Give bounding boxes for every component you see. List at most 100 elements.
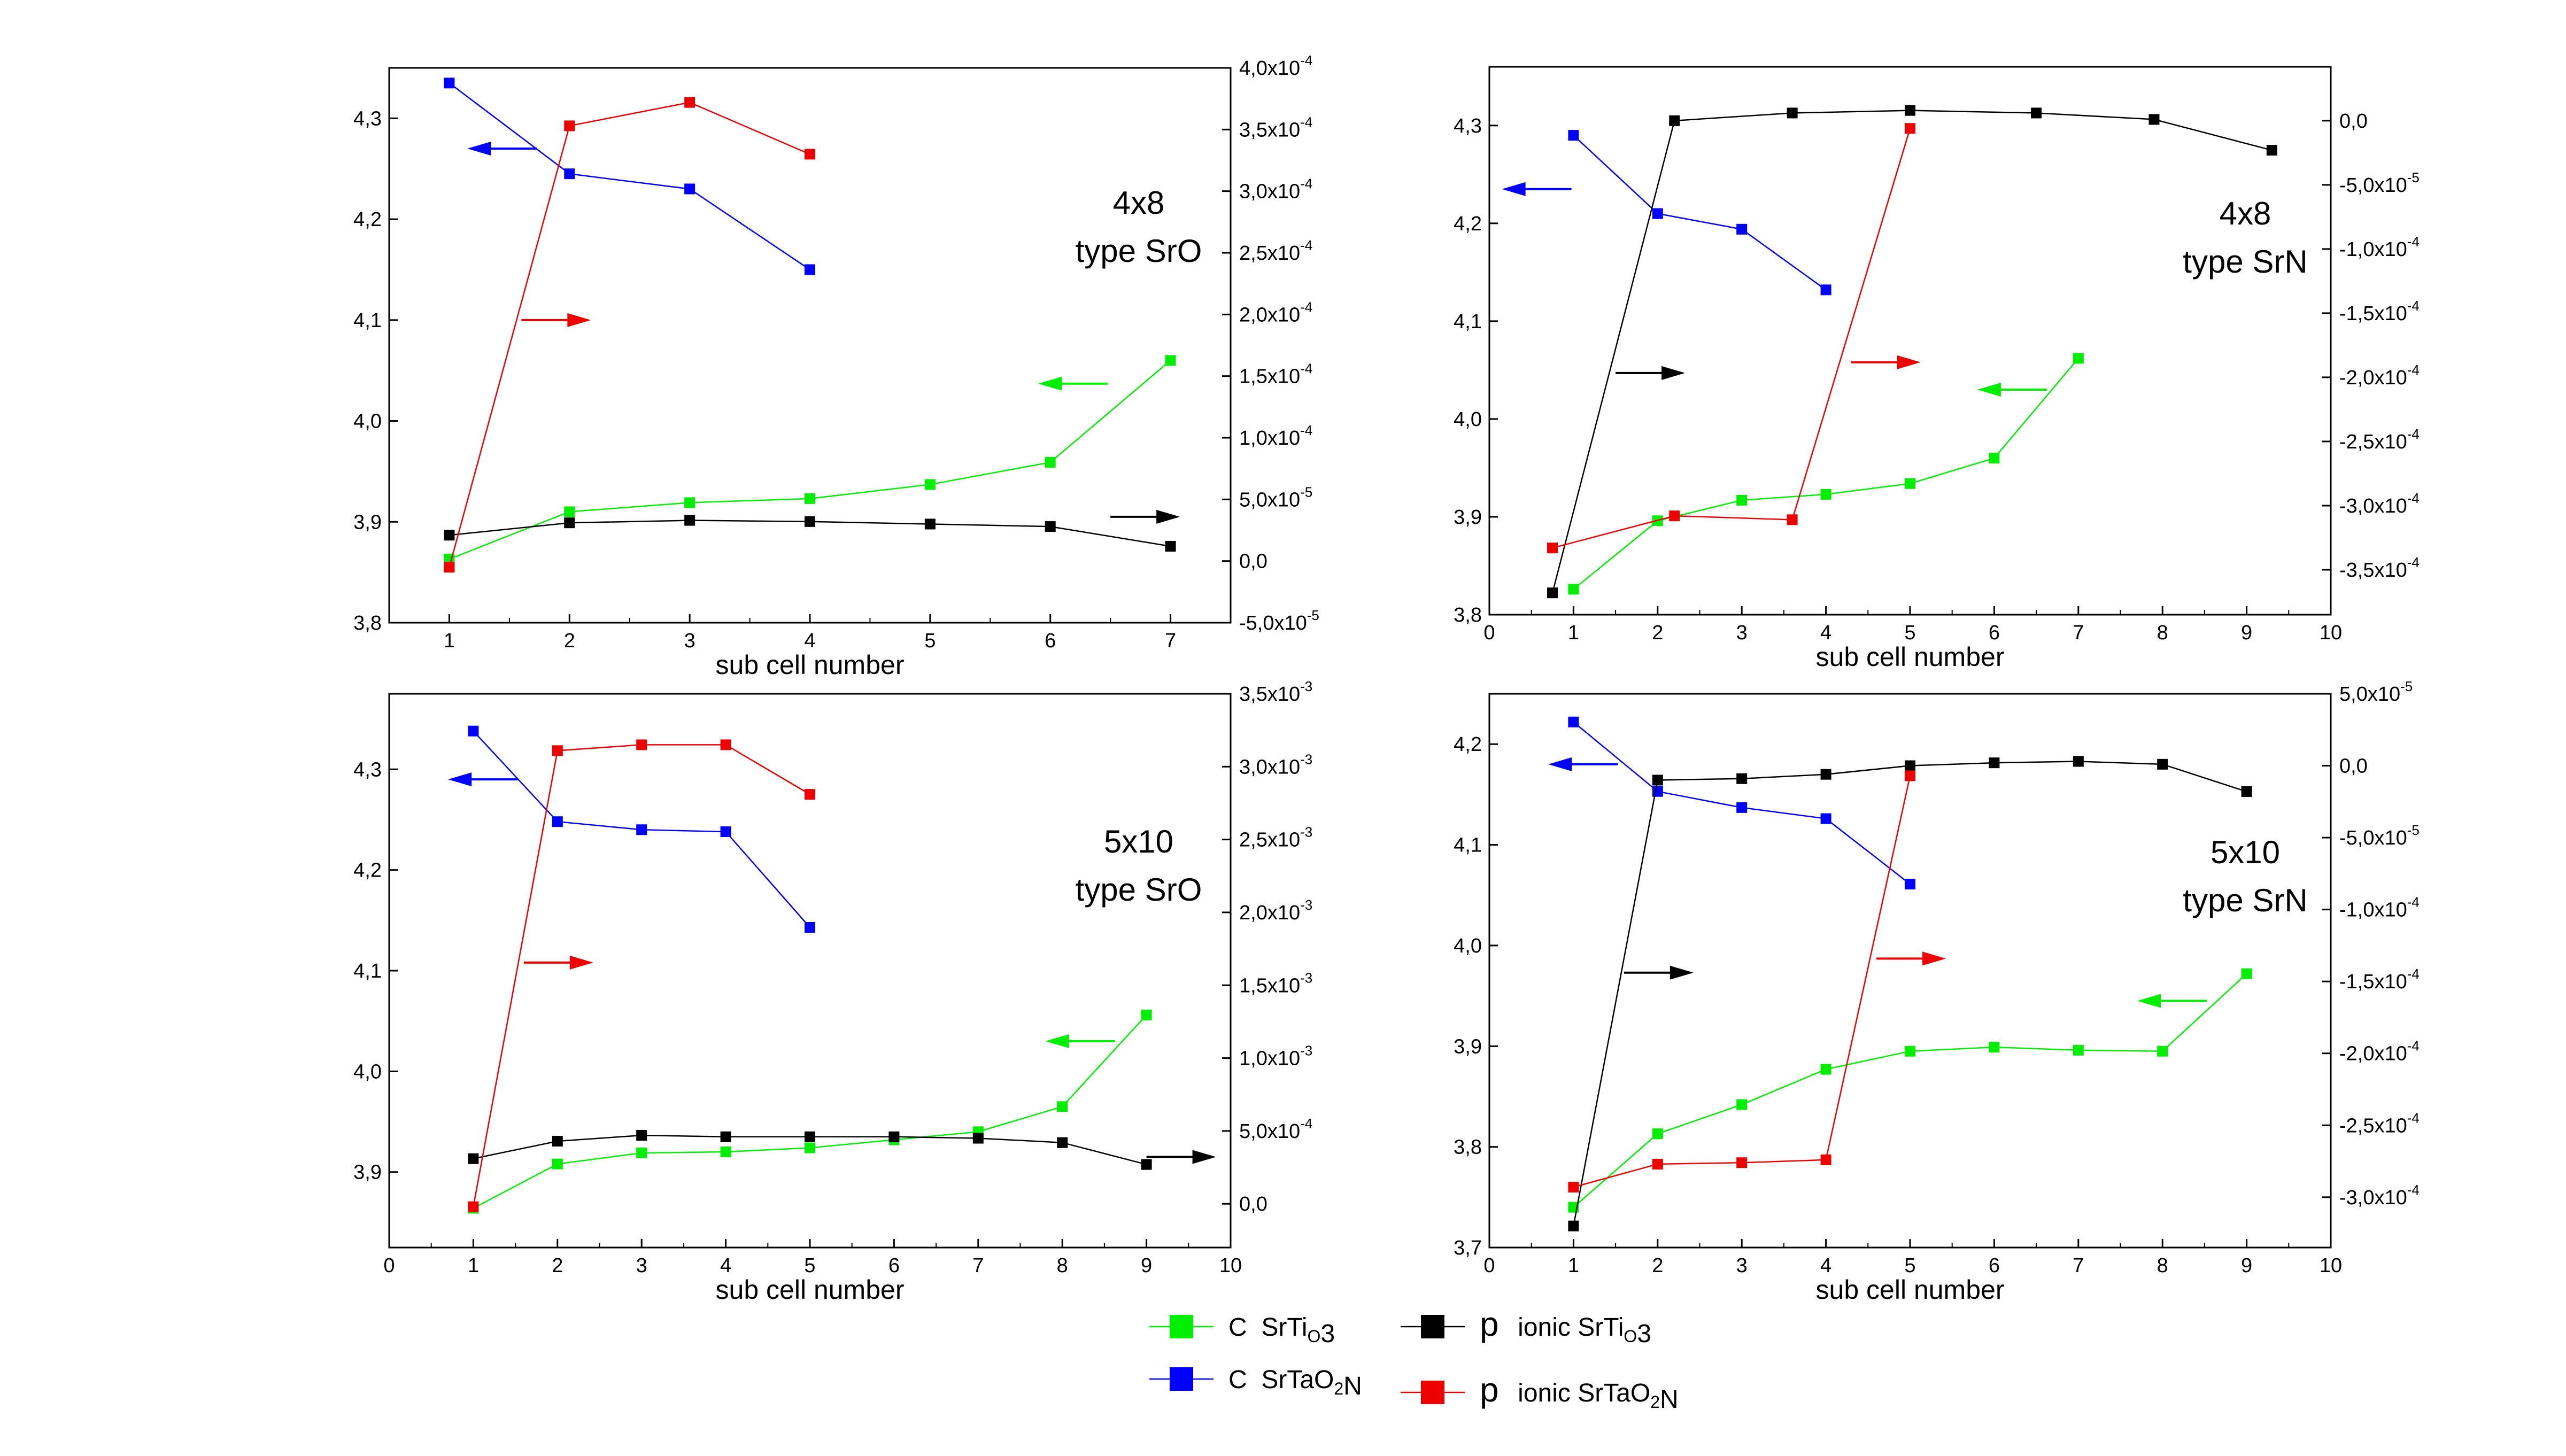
arrow-head <box>1502 182 1526 196</box>
data-point <box>684 497 695 508</box>
legend-item-2: C SrTaO2N <box>1149 1366 1362 1400</box>
x-axis-label: sub cell number <box>1816 1275 2005 1305</box>
y-right-tick-label: 3,5x10-3 <box>1239 678 1312 706</box>
data-point <box>1905 760 1915 771</box>
x-axis-label: sub cell number <box>716 650 905 680</box>
y-right-tick-label: 1,0x10-4 <box>1239 422 1312 450</box>
x-tick-label: 4 <box>804 630 815 652</box>
axis-arrow-left <box>1502 182 1572 196</box>
x-tick-label: 2 <box>1652 622 1663 644</box>
y-right-tick-label: 2,5x10-3 <box>1239 824 1312 851</box>
x-tick-label: 10 <box>1219 1254 1242 1277</box>
y-right-tick-label: -2,0x10-4 <box>2339 1038 2420 1065</box>
y-right-tick-label: 2,0x10-4 <box>1239 299 1312 326</box>
series-p-ionic-SrTiO3 <box>468 1130 1152 1170</box>
data-point <box>2157 758 2168 770</box>
x-tick-label: 0 <box>1483 1254 1495 1277</box>
axis-arrow-left <box>1977 383 2047 397</box>
y-left-tick-label: 4,2 <box>1454 213 1482 235</box>
data-point <box>444 530 455 541</box>
data-point <box>2148 114 2160 125</box>
data-point <box>2073 756 2084 767</box>
series-p-ionic-SrTaO2N <box>444 97 815 573</box>
data-point <box>1989 453 2000 464</box>
axis-arrow-left <box>2137 994 2207 1008</box>
data-point <box>2073 1044 2084 1056</box>
data-point <box>2241 968 2252 979</box>
y-left-tick-label: 3,9 <box>353 1161 382 1184</box>
y-left-tick-label: 4,3 <box>353 758 382 781</box>
y-right-tick-label: 5,0x10-5 <box>1239 484 1312 511</box>
data-point <box>1905 770 1915 781</box>
x-tick-label: 8 <box>2157 1254 2168 1277</box>
data-point <box>924 479 936 490</box>
panel-title-line-1: 4x8 <box>2220 196 2271 231</box>
legend: C SrTiO3 C SrTaO2N p ionic SrTiO3 p ionic S… <box>1149 1305 1679 1414</box>
data-point <box>1820 1064 1831 1075</box>
legend-item-1: C SrTiO3 <box>1149 1313 1335 1348</box>
y-left-tick-label: 3,8 <box>1454 1136 1482 1159</box>
y-left-tick-label: 4,1 <box>353 960 382 982</box>
x-tick-label: 9 <box>1141 1254 1152 1277</box>
data-point <box>636 824 647 835</box>
series-line <box>1573 135 1827 291</box>
data-point <box>684 97 695 108</box>
legend-marker <box>1421 1381 1444 1404</box>
chart-panel-2: 0 1 2 3 4 5 6 7 8 9 10 sub cell number 3,8 3,9 4,0 4,1 4… <box>1454 66 2420 672</box>
y-right-tick-label: 2,5x10-4 <box>1239 237 1312 265</box>
x-tick-label: 4 <box>1820 622 1831 644</box>
data-point <box>636 739 647 750</box>
data-point <box>1141 1159 1152 1170</box>
series-p-ionic-SrTiO3 <box>444 515 1176 552</box>
y-right-tick-label: -5,0x10-5 <box>2339 169 2420 197</box>
legend-label: p ionic SrTaO2N <box>1480 1370 1679 1414</box>
legend-item-4: p ionic SrTaO2N <box>1401 1370 1679 1414</box>
data-point <box>1568 716 1579 727</box>
data-point <box>1736 773 1748 784</box>
x-tick-label: 5 <box>804 1254 815 1277</box>
x-tick-label: 0 <box>383 1254 395 1277</box>
x-axis-label: sub cell number <box>1816 642 2005 672</box>
panel-title-line-2: type SrO <box>1076 233 1202 269</box>
data-point <box>1820 813 1831 824</box>
y-right-tick-label: 0,0 <box>2339 755 2368 778</box>
data-point <box>564 168 575 180</box>
x-tick-label: 3 <box>684 630 695 652</box>
y-right-tick-label: 3,5x10-4 <box>1239 114 1312 141</box>
y-right-tick-label: 0,0 <box>1239 551 1267 573</box>
data-point <box>1141 1009 1152 1020</box>
y-left-tick-label: 4,2 <box>1454 733 1482 756</box>
data-point <box>1736 1157 1748 1168</box>
data-point <box>1045 521 1056 532</box>
y-right-tick-label: -1,5x10-4 <box>2339 298 2420 325</box>
arrow-head <box>1156 509 1180 524</box>
axis-arrow-left <box>1045 1034 1115 1048</box>
y-left-tick-label: 4,2 <box>353 208 382 231</box>
axis-arrow-right <box>1851 355 1921 369</box>
data-point <box>805 264 815 275</box>
data-point <box>1989 1042 2000 1053</box>
data-point <box>1652 1158 1663 1170</box>
x-tick-label: 8 <box>1057 1254 1068 1277</box>
data-point <box>1652 208 1663 219</box>
data-point <box>805 1131 815 1142</box>
axis-arrow-left <box>467 141 537 156</box>
arrow-head <box>1922 951 1946 966</box>
y-left-tick-label: 4,0 <box>353 1060 382 1083</box>
chart-panel-4: 0 1 2 3 4 5 6 7 8 9 10 sub cell number 3,7 3,8 3,9 4,0 4… <box>1454 678 2420 1305</box>
series-C-SrTaO2N <box>1568 716 1915 890</box>
y-right-tick-label: -3,0x10-4 <box>2339 490 2420 517</box>
y-left-tick-label: 4,0 <box>353 411 382 433</box>
data-point <box>1669 115 1680 126</box>
data-point <box>444 78 455 89</box>
y-right-tick-label: 3,0x10-4 <box>1239 176 1312 203</box>
data-point <box>2073 353 2084 364</box>
axis-arrow-right <box>1110 509 1180 524</box>
y-right-tick-label: 1,5x10-4 <box>1239 361 1312 388</box>
legend-marker <box>1170 1367 1193 1391</box>
x-tick-label: 4 <box>720 1254 731 1277</box>
data-point <box>1547 543 1558 554</box>
y-right-tick-label: -1,0x10-4 <box>2339 234 2420 261</box>
data-point <box>468 1153 479 1164</box>
